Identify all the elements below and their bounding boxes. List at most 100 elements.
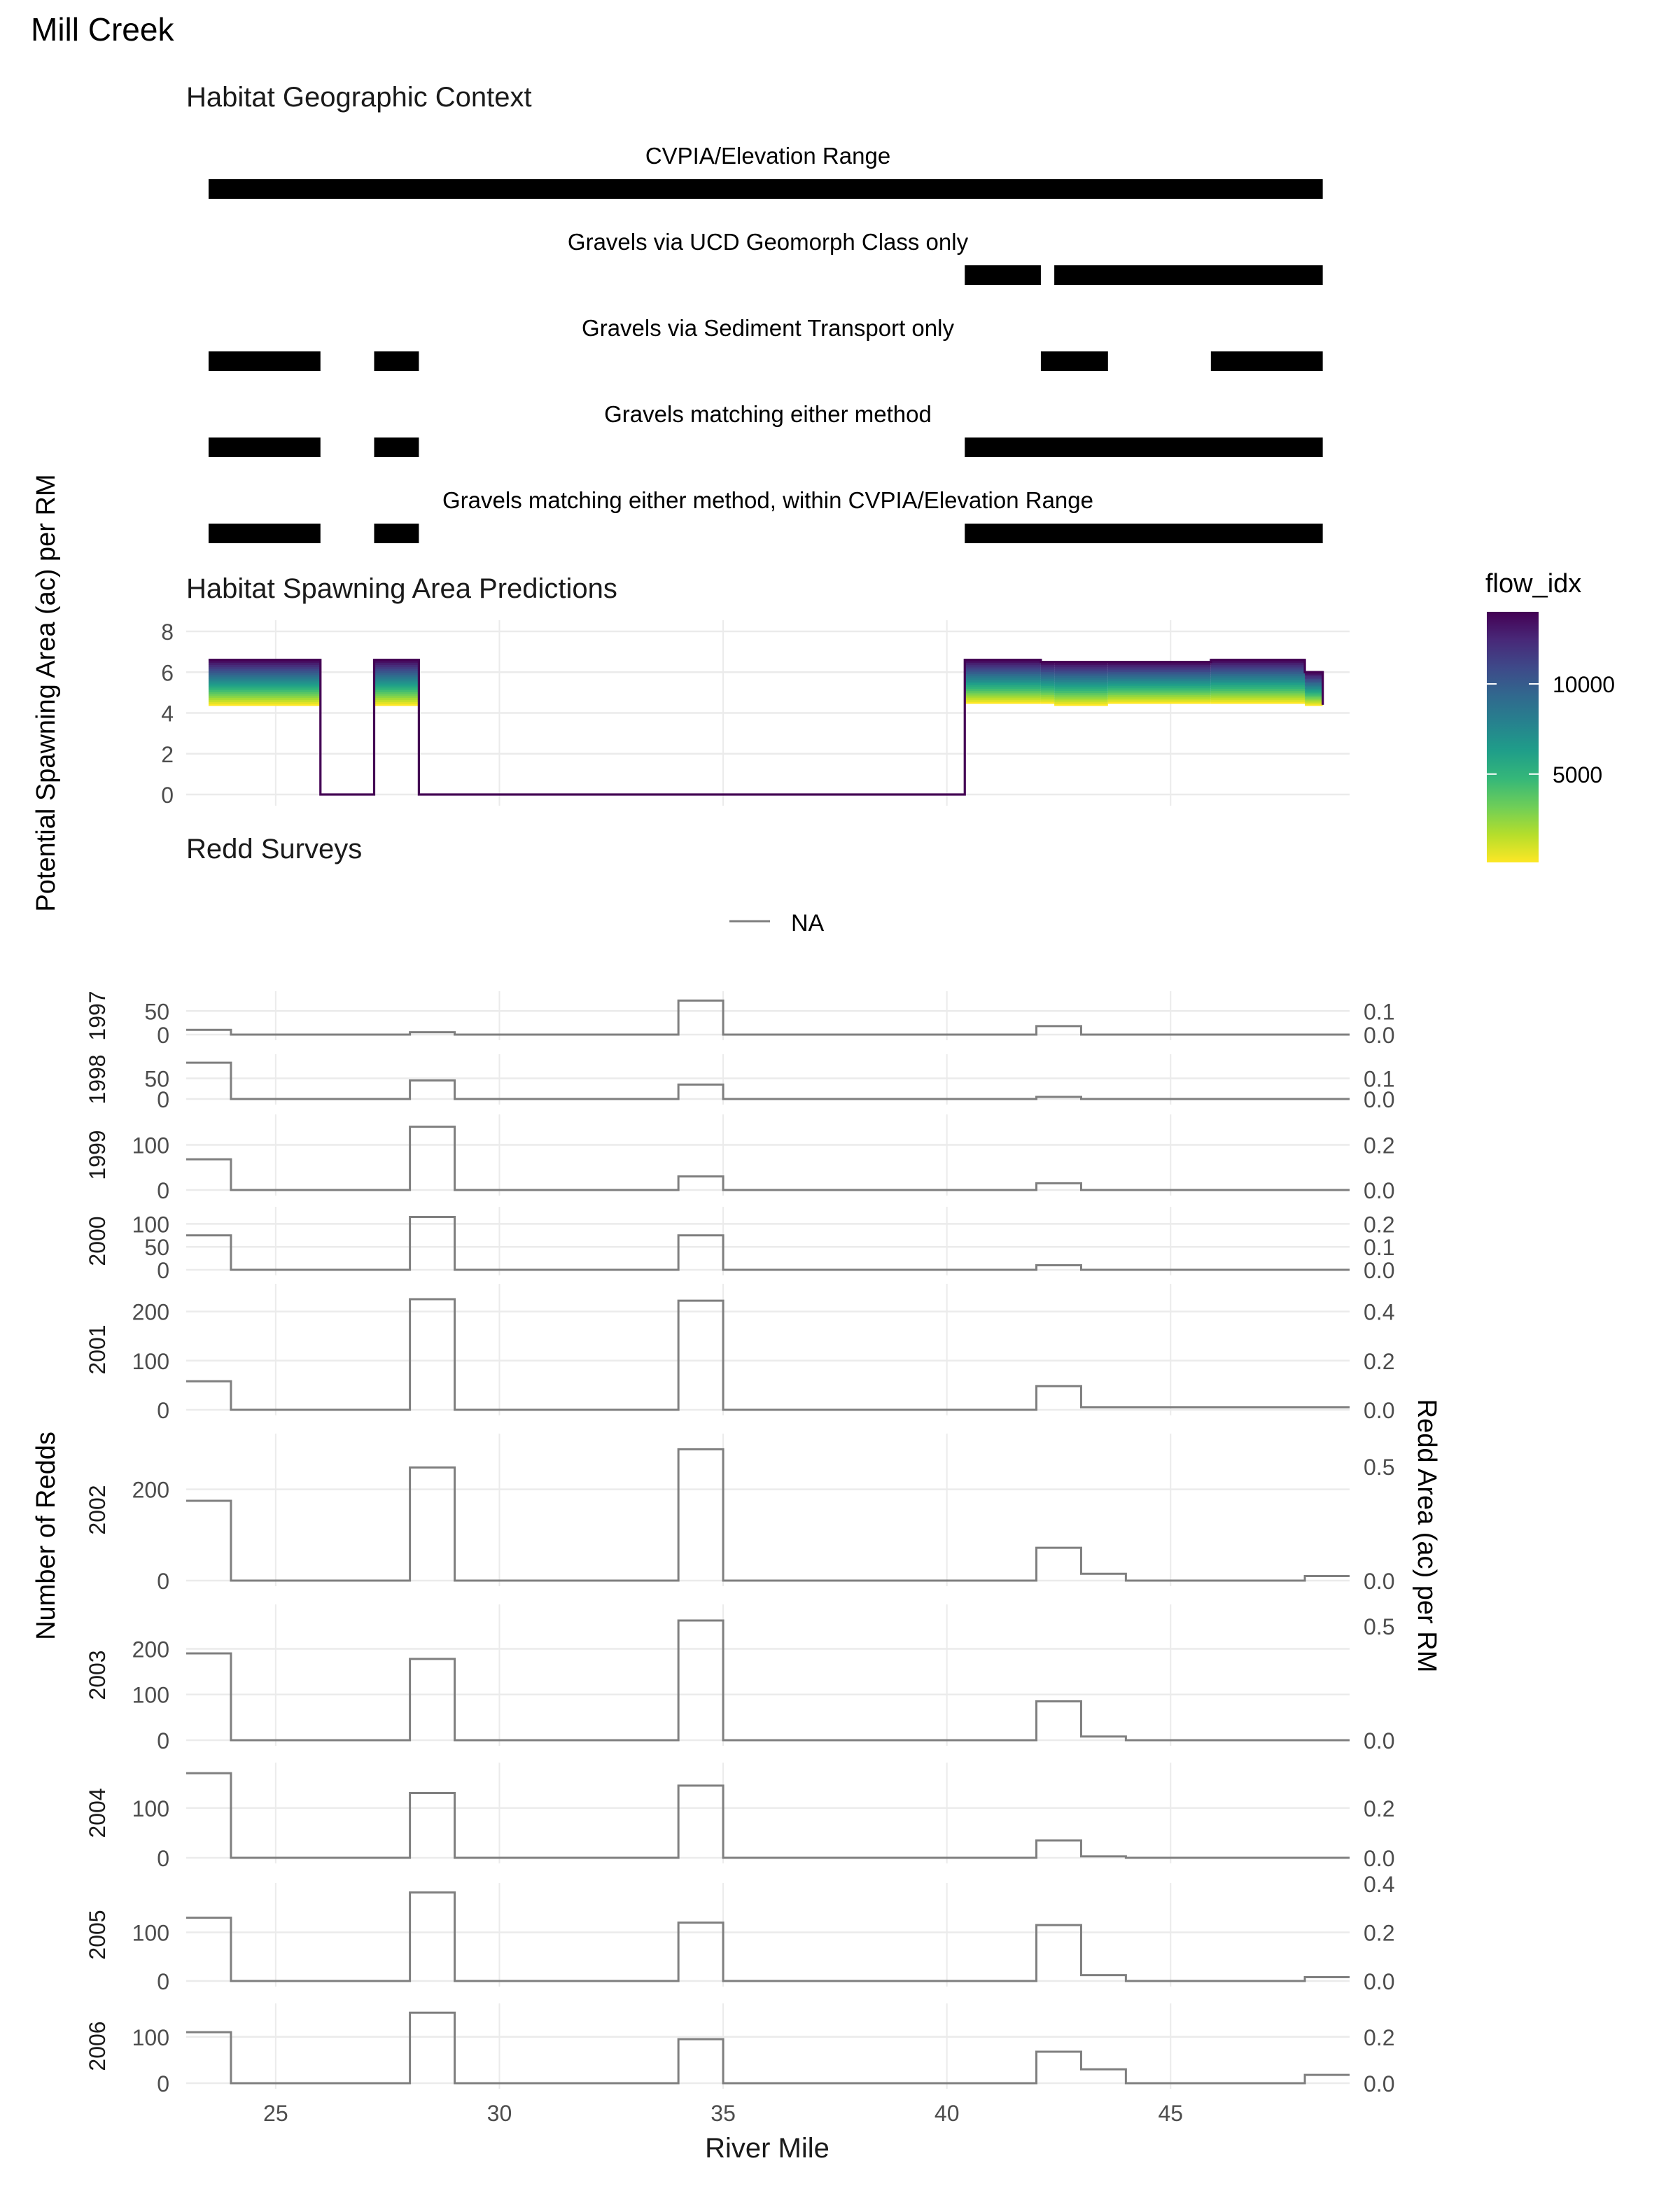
spawn-y-tick-label: 6 [161,660,174,685]
spawning-area-panel: Habitat Spawning Area Predictions 02468 … [31,474,1615,911]
spawn-area-segment [1040,661,1055,704]
track-label: CVPIA/Elevation Range [645,143,890,169]
redd-x-axis-label: River Mile [705,2133,830,2164]
track-segment [1040,351,1108,371]
spawn-title: Habitat Spawning Area Predictions [186,573,617,604]
track-segment [965,438,1323,457]
track-segment [965,524,1323,543]
track-label: Gravels matching either method, within C… [442,487,1093,513]
redd-y2-tick-label: 0.4 [1364,1872,1394,1897]
redd-y2-tick-label: 0.0 [1364,2071,1394,2096]
redd-y2-tick-label: 0.0 [1364,1087,1394,1112]
redd-count-line [186,2011,1350,2085]
redd-y-tick-label: 100 [132,1133,169,1158]
context-track: Gravels via UCD Geomorph Class only [568,229,1323,285]
redd-x-tick-label: 40 [934,2101,960,2126]
redd-y-tick-label: 0 [157,1023,169,1048]
redd-y2-tick-label: 0.4 [1364,1300,1394,1325]
redd-year-label: 2003 [85,1650,110,1700]
redd-year-panel: 0 100 0.0 0.2 2004 [85,1763,1394,1871]
redd-y-tick-label: 50 [144,1235,169,1260]
redd-x-tick-label: 25 [263,2101,288,2126]
track-segment [208,438,321,457]
redd-year-panel: 0 100 200 0.0 0.2 0.4 2001 [85,1284,1394,1423]
legend-title: flow_idx [1485,569,1581,598]
context-title: Habitat Geographic Context [186,82,532,113]
redd-y2-tick-label: 0.2 [1364,1212,1394,1237]
redd-y2-tick-label: 0.0 [1364,1398,1394,1423]
redd-count-line [186,1619,1350,1742]
spawn-area-segment [374,659,419,706]
spawn-y-axis-label: Potential Spawning Area (ac) per RM [31,474,61,911]
redd-y2-tick-label: 0.2 [1364,1796,1394,1821]
redd-count-line [186,999,1350,1036]
track-segment [208,524,321,543]
track-segment [374,351,419,371]
redd-count-line [186,1298,1350,1411]
redd-year-label: 1999 [85,1130,110,1180]
spawn-area-segment [1054,661,1108,706]
redd-legend-label: NA [791,910,825,937]
redd-year-label: 2002 [85,1485,110,1534]
track-segment [1210,351,1323,371]
redd-year-label: 2004 [85,1788,110,1837]
redd-count-line [186,1126,1350,1191]
track-segment [208,179,1323,199]
redd-y2-tick-label: 0.5 [1364,1614,1394,1639]
redd-y-tick-label: 0 [157,1087,169,1112]
context-track: Gravels via Sediment Transport only [208,315,1323,371]
redd-y-tick-label: 50 [144,1067,169,1092]
redd-y-tick-label: 0 [157,1569,169,1594]
redd-year-panel: 050 0.00.1 1998 [85,1054,1394,1112]
colorbar-gradient [1487,612,1539,862]
redd-y-tick-label: 0 [157,1846,169,1871]
redd-y-tick-label: 0 [157,2071,169,2096]
redd-y2-tick-label: 0.2 [1364,1921,1394,1946]
redd-x-tick-label: 45 [1158,2101,1184,2126]
spawn-y-tick-label: 2 [161,742,174,767]
geographic-context-panel: Habitat Geographic Context CVPIA/Elevati… [186,82,1323,543]
spawn-area-segment [1210,659,1306,704]
spawn-y-tick-label: 8 [161,620,174,645]
context-track: Gravels matching either method, within C… [208,487,1323,543]
redd-y2-tick-label: 0.0 [1364,1846,1394,1871]
spawn-area-outline [208,659,1324,796]
redd-y-tick-label: 100 [132,1349,169,1374]
redd-y2-tick-label: 0.5 [1364,1455,1394,1480]
redd-y2-tick-label: 0.0 [1364,1969,1394,1994]
redd-y-tick-label: 0 [157,1398,169,1423]
redd-x-tick-label: 30 [487,2101,512,2126]
redd-year-label: 2000 [85,1216,110,1266]
colorbar-tick-label: 5000 [1553,762,1602,788]
track-label: Gravels matching either method [604,401,932,427]
redd-y2-tick-label: 0.0 [1364,1023,1394,1048]
redd-y2-tick-label: 0.2 [1364,2025,1394,2050]
context-track: Gravels matching either method [208,401,1323,457]
redd-y-tick-label: 200 [132,1478,169,1503]
spawn-area-segment [1305,671,1323,706]
redd-y-tick-label: 50 [144,999,169,1024]
redd-count-line [186,1448,1350,1582]
spawn-area-segment [965,659,1041,704]
redd-year-label: 1997 [85,990,110,1040]
redd-year-panel: 0 100 200 0.0 0.5 2003 [85,1604,1394,1754]
track-segment [374,438,419,457]
redd-x-tick-label: 35 [710,2101,736,2126]
redd-y-tick-label: 100 [132,1796,169,1821]
redd-y-tick-label: 200 [132,1300,169,1325]
redd-y-tick-label: 100 [132,2025,169,2050]
redd-y2-tick-label: 0.1 [1364,1067,1394,1092]
track-segment [965,265,1041,285]
redd-year-panel: 0 100 0.0 0.2 0.4 2005 [85,1872,1394,1994]
redd-y-tick-label: 100 [132,1683,169,1708]
track-segment [374,524,419,543]
redd-count-line [186,1772,1350,1859]
redd-y-tick-label: 0 [157,1728,169,1754]
redd-y-tick-label: 0 [157,1258,169,1283]
spawn-area-segment [1107,661,1211,704]
redd-year-panel: 0 200 0.0 0.5 2002 [85,1434,1394,1594]
redd-y-tick-label: 100 [132,1212,169,1237]
track-label: Gravels via UCD Geomorph Class only [568,229,969,255]
redd-y2-tick-label: 0.0 [1364,1258,1394,1283]
